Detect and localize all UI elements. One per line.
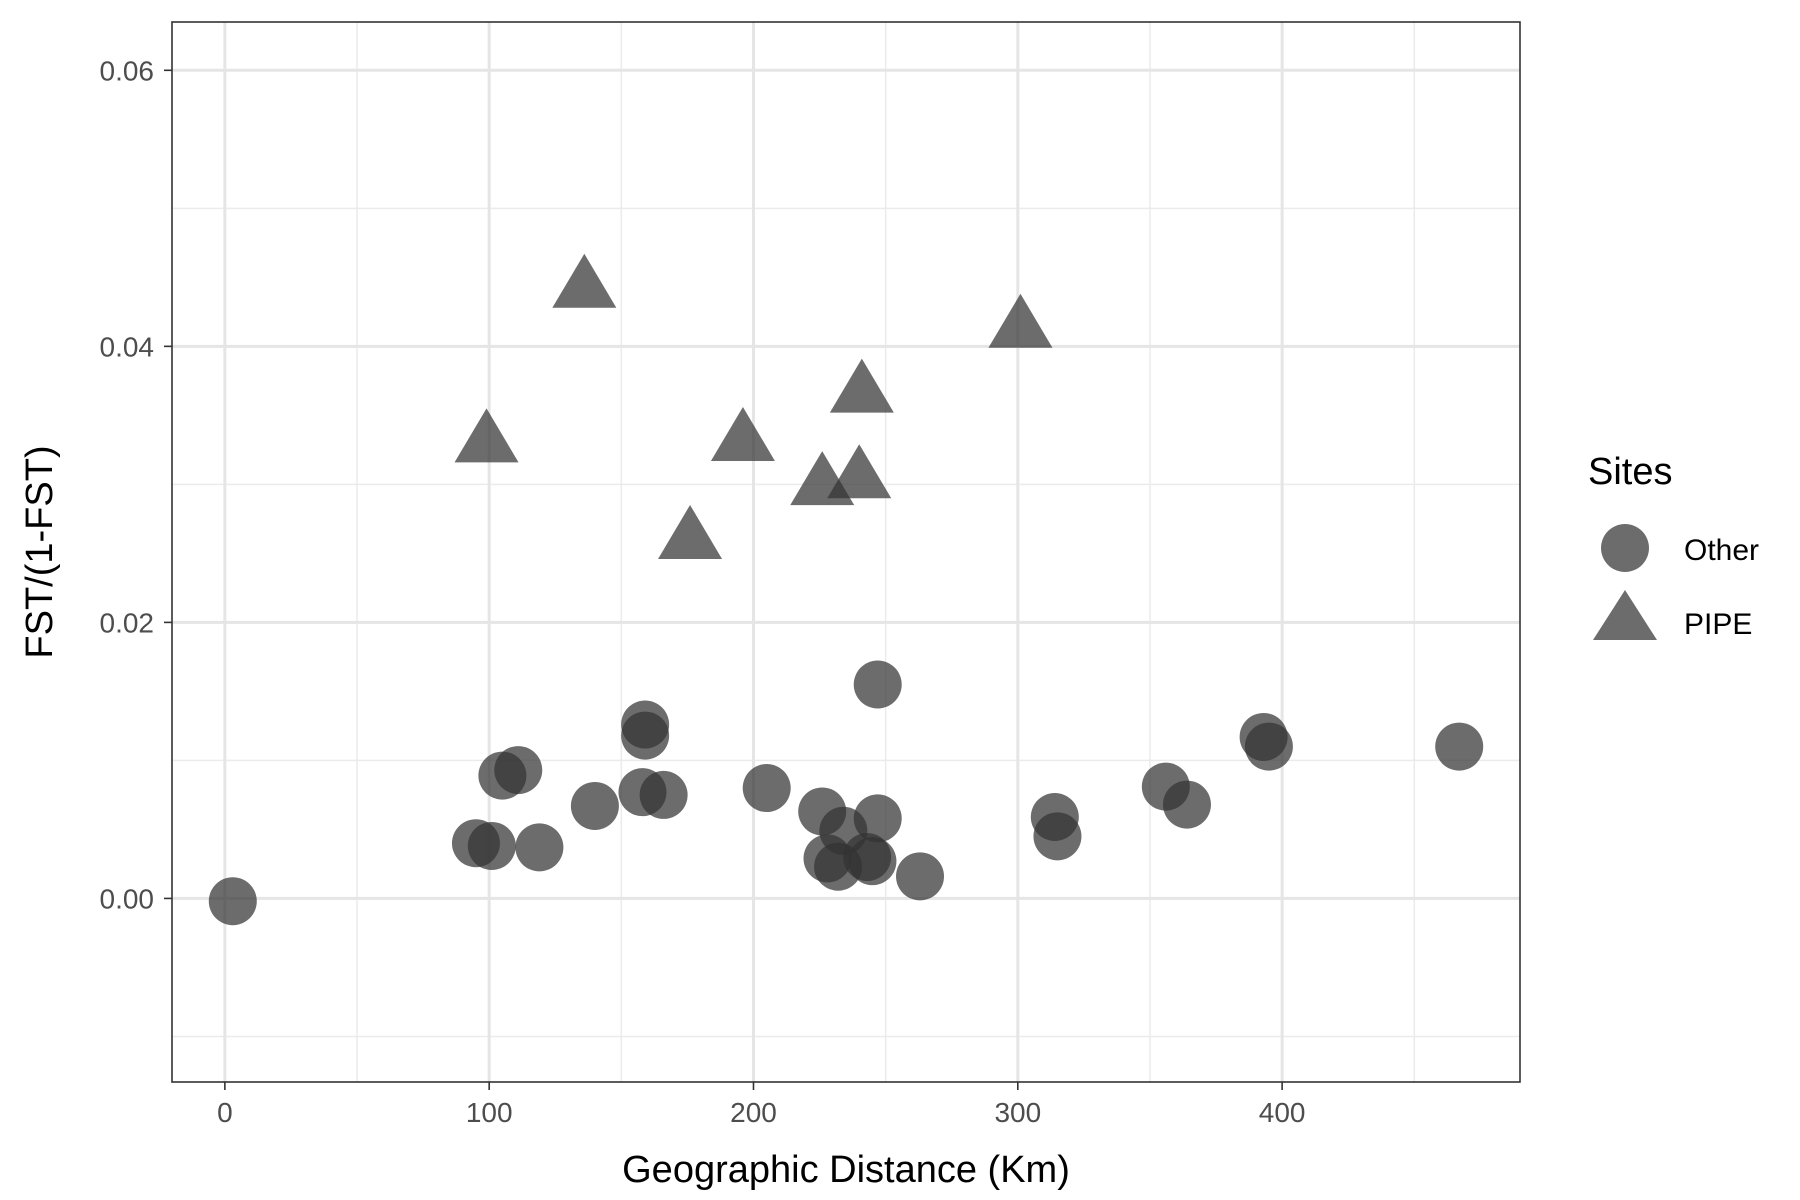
y-tick-label-3: 0.06: [100, 55, 155, 86]
point-other-11: [742, 764, 791, 813]
point-other-2: [467, 821, 516, 870]
y-tick-label-2: 0.04: [100, 331, 155, 362]
legend-title: Sites: [1588, 451, 1672, 493]
point-other-0: [208, 877, 257, 926]
legend-key-pipe-triangle: [1593, 590, 1657, 640]
point-other-10: [639, 770, 688, 819]
point-pipe-2: [658, 504, 723, 559]
point-other-18: [853, 794, 902, 843]
minor-gridlines: [172, 22, 1520, 1082]
point-pipe-7: [988, 293, 1053, 348]
point-other-22: [1033, 812, 1082, 861]
legend-key-other-circle: [1601, 524, 1649, 572]
y-axis-title: FST/(1-FST): [19, 445, 61, 658]
point-other-6: [570, 781, 619, 830]
point-other-27: [1435, 722, 1484, 771]
plot-background: [172, 22, 1520, 1082]
point-other-4: [494, 746, 543, 795]
point-pipe-0: [454, 408, 519, 463]
point-other-17: [848, 837, 897, 886]
x-tick-label-3: 300: [994, 1097, 1041, 1128]
point-pipe-3: [710, 406, 775, 461]
point-pipe-6: [829, 358, 894, 413]
data-points: [208, 253, 1484, 926]
legend-label-pipe: PIPE: [1684, 608, 1752, 641]
point-other-20: [896, 852, 945, 901]
plot-panel-border: [171, 21, 1521, 1083]
x-tick-label-0: 0: [217, 1097, 233, 1128]
x-axis: 0 100 200 300 400: [217, 1082, 1305, 1128]
point-other-9: [621, 711, 670, 760]
point-other-24: [1162, 780, 1211, 829]
point-other-26: [1244, 722, 1293, 771]
point-other-19: [853, 660, 902, 709]
x-tick-label-1: 100: [466, 1097, 513, 1128]
x-axis-title: Geographic Distance (Km): [622, 1149, 1070, 1191]
legend: Sites Other PIPE: [1588, 451, 1759, 641]
point-other-5: [515, 823, 564, 872]
legend-label-other: Other: [1684, 534, 1759, 567]
y-tick-label-1: 0.02: [100, 607, 155, 638]
y-axis: 0.00 0.02 0.04 0.06: [100, 55, 172, 914]
point-pipe-5: [827, 444, 892, 499]
point-pipe-1: [552, 253, 617, 308]
x-tick-label-4: 400: [1259, 1097, 1306, 1128]
y-tick-label-0: 0.00: [100, 883, 155, 914]
x-tick-label-2: 200: [730, 1097, 777, 1128]
